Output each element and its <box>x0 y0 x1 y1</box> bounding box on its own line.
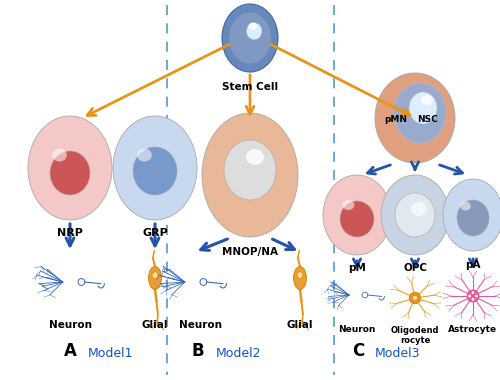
Text: Astrocyte: Astrocyte <box>448 325 498 334</box>
Ellipse shape <box>443 179 500 251</box>
Text: B: B <box>192 342 204 360</box>
Ellipse shape <box>468 294 471 298</box>
Ellipse shape <box>152 272 158 279</box>
Ellipse shape <box>472 291 474 294</box>
Ellipse shape <box>202 113 298 237</box>
Ellipse shape <box>28 116 112 220</box>
Ellipse shape <box>340 201 374 237</box>
Ellipse shape <box>133 147 177 195</box>
Ellipse shape <box>52 149 67 162</box>
Ellipse shape <box>381 175 449 255</box>
Ellipse shape <box>323 175 391 255</box>
Ellipse shape <box>474 294 478 298</box>
Ellipse shape <box>409 92 437 124</box>
Text: GRP: GRP <box>142 228 168 238</box>
Ellipse shape <box>229 13 271 63</box>
Ellipse shape <box>148 266 162 290</box>
Ellipse shape <box>224 140 276 200</box>
Text: pA: pA <box>465 260 481 270</box>
Ellipse shape <box>294 266 306 290</box>
Text: Neuron: Neuron <box>48 320 92 330</box>
Text: Glial: Glial <box>142 320 168 330</box>
Ellipse shape <box>297 272 303 279</box>
Ellipse shape <box>394 83 446 143</box>
Text: NRP: NRP <box>57 228 83 238</box>
Text: Stem Cell: Stem Cell <box>222 82 278 92</box>
Ellipse shape <box>421 95 433 105</box>
Ellipse shape <box>113 116 197 220</box>
Ellipse shape <box>410 292 420 304</box>
Ellipse shape <box>246 23 262 40</box>
Ellipse shape <box>457 200 489 236</box>
Text: Model3: Model3 <box>375 347 420 360</box>
Ellipse shape <box>375 73 455 163</box>
Ellipse shape <box>460 201 471 211</box>
Text: C: C <box>352 342 364 360</box>
Text: NSC: NSC <box>417 116 438 125</box>
Text: Model2: Model2 <box>216 347 262 360</box>
Text: OPC: OPC <box>403 263 427 273</box>
Text: Neuron: Neuron <box>178 320 222 330</box>
Text: pMN: pMN <box>384 116 407 125</box>
Ellipse shape <box>342 200 354 210</box>
Text: Glial: Glial <box>287 320 313 330</box>
Text: MNOP/NA: MNOP/NA <box>222 247 278 257</box>
Ellipse shape <box>412 295 418 301</box>
Text: pM: pM <box>348 263 366 273</box>
Text: Oligodend
rocyte: Oligodend rocyte <box>391 326 440 345</box>
Ellipse shape <box>411 202 427 216</box>
Ellipse shape <box>137 149 152 162</box>
Ellipse shape <box>222 4 278 72</box>
Text: Neuron: Neuron <box>338 325 376 334</box>
Ellipse shape <box>395 193 435 237</box>
Ellipse shape <box>50 151 90 195</box>
Text: Model1: Model1 <box>88 347 134 360</box>
Ellipse shape <box>246 149 264 165</box>
Ellipse shape <box>472 298 474 301</box>
Text: A: A <box>64 342 76 360</box>
Ellipse shape <box>248 23 257 30</box>
Ellipse shape <box>467 290 479 302</box>
